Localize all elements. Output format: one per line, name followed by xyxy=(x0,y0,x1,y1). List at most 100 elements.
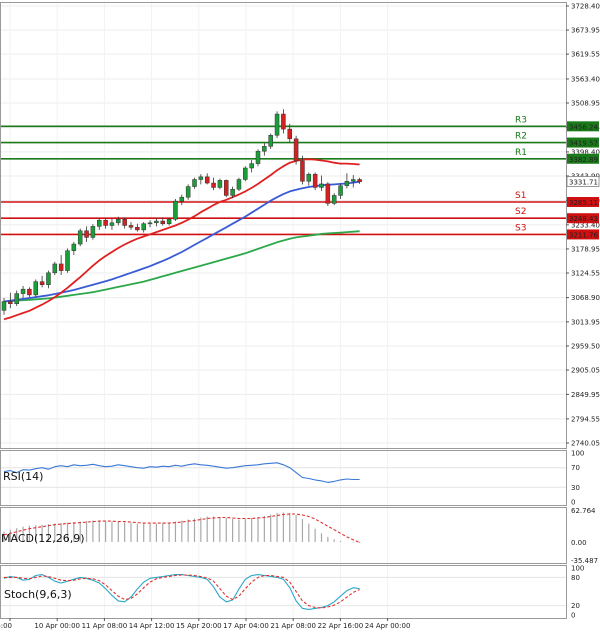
candle-body xyxy=(344,181,350,186)
price-tick-label: 2905.05 xyxy=(571,367,600,375)
candle-body xyxy=(109,222,115,226)
candle-body xyxy=(230,188,235,196)
rsi-line xyxy=(3,462,360,483)
candle-body xyxy=(103,219,108,226)
panel-frame xyxy=(0,565,567,619)
candle-body xyxy=(211,182,216,188)
candle-body xyxy=(173,200,178,220)
candle-body xyxy=(236,179,242,190)
panel-frame xyxy=(0,2,567,449)
rsi-tick-label: 100 xyxy=(571,450,584,458)
time-tick-label: 24 Apr 00:00 xyxy=(365,622,411,630)
macd-label: MACD(12,26,9) xyxy=(1,532,85,545)
time-tick-label: 10 Apr 00:00 xyxy=(34,622,80,630)
candle-body xyxy=(306,173,312,182)
price-tick-label: 3728.40 xyxy=(571,3,600,11)
candle-body xyxy=(331,195,337,204)
price-tick-label: 3673.95 xyxy=(571,27,600,35)
candle-body xyxy=(312,173,318,188)
candle-body xyxy=(39,281,45,285)
candle-body xyxy=(65,250,70,271)
candle-body xyxy=(71,243,77,251)
price-tick-label: 2959.50 xyxy=(571,342,600,350)
candle-body xyxy=(255,150,261,164)
candle-body xyxy=(249,163,254,169)
level-tag-label: 3419.57 xyxy=(569,140,598,148)
level-tag xyxy=(567,229,599,240)
stoch-signal-line xyxy=(4,574,360,609)
moving-averages xyxy=(3,158,360,321)
candle-body xyxy=(20,288,26,294)
current-price-label: 3331.71 xyxy=(569,178,598,186)
rsi-tick-label: 70 xyxy=(571,464,580,472)
level-name-s3: S3 xyxy=(515,223,526,233)
candle-body xyxy=(97,219,102,227)
level-tag-label: 3248.43 xyxy=(569,215,598,223)
candle-body xyxy=(179,196,185,202)
ma-slow-line xyxy=(3,230,360,303)
candle-body xyxy=(281,113,286,130)
time-tick-label: 15 Apr 20:00 xyxy=(176,622,222,630)
price-tick-label: 3508.95 xyxy=(571,100,600,108)
price-tick-label: 2794.55 xyxy=(571,415,600,423)
candle-body xyxy=(52,263,58,274)
time-tick-label: 21 Apr 08:00 xyxy=(270,622,316,630)
level-tag xyxy=(567,137,599,148)
price-tick-label: 3563.40 xyxy=(571,75,600,83)
candle-body xyxy=(293,138,299,162)
candle-body xyxy=(1,301,7,311)
stoch-tick-label: 0 xyxy=(571,612,575,620)
candle-body xyxy=(243,167,248,180)
candle-body xyxy=(14,293,19,304)
stoch-tick-label: 80 xyxy=(571,574,580,582)
candle-body xyxy=(268,135,273,147)
candle-body xyxy=(198,176,204,180)
price-tick-label: 3124.55 xyxy=(571,269,600,277)
price-tick-label: 3013.95 xyxy=(571,318,600,326)
panel-frame xyxy=(0,450,567,506)
time-tick-label: 14 Apr 12:00 xyxy=(129,622,175,630)
level-tag xyxy=(567,213,599,224)
candle-body xyxy=(274,113,280,136)
price-grid xyxy=(0,2,566,618)
candle-body xyxy=(8,301,13,304)
stoch-tick-label: 100 xyxy=(571,565,584,573)
candle-body xyxy=(287,128,292,140)
candle-body xyxy=(122,219,127,226)
candle-body xyxy=(135,227,140,231)
candle-body xyxy=(351,179,356,182)
level-name-r3: R3 xyxy=(515,115,527,125)
candle-body xyxy=(46,272,51,285)
level-tag-label: 3285.11 xyxy=(569,199,598,207)
level-tag-label: 3382.89 xyxy=(569,156,598,164)
candle-body xyxy=(204,176,210,184)
price-tick-label: 3233.40 xyxy=(571,221,600,229)
candle-body xyxy=(217,180,223,188)
price-tick-label: 3619.55 xyxy=(571,51,600,59)
candle-body xyxy=(325,183,331,204)
price-tick-label: 2849.95 xyxy=(571,391,600,399)
rsi-tick-label: 30 xyxy=(571,484,580,492)
panel-frame xyxy=(0,507,567,564)
candle-body xyxy=(262,146,267,152)
candle-body xyxy=(58,263,64,271)
time-tick-label: 22 Apr 16:00 xyxy=(318,622,364,630)
candle-body xyxy=(84,230,89,238)
macd-tick-label: 0.00 xyxy=(571,539,587,547)
candle-body xyxy=(33,281,38,296)
axes: 3728.403673.953619.553563.403508.953453.… xyxy=(0,3,600,631)
candle-body xyxy=(128,225,134,228)
current-price-tag xyxy=(566,176,600,187)
level-tag xyxy=(567,197,599,208)
candle-body xyxy=(185,186,191,198)
macd-tick-label: -35.487 xyxy=(571,557,598,565)
candle-body xyxy=(166,219,172,224)
time-tick-label: 17 Apr 04:00 xyxy=(223,622,269,630)
level-name-s1: S1 xyxy=(515,191,526,201)
candle-body xyxy=(160,220,165,224)
level-name-r1: R1 xyxy=(515,148,527,158)
candle-body xyxy=(357,179,362,182)
candle-body xyxy=(77,230,83,245)
candle-body xyxy=(147,222,153,225)
level-tag-label: 3211.76 xyxy=(569,231,598,239)
